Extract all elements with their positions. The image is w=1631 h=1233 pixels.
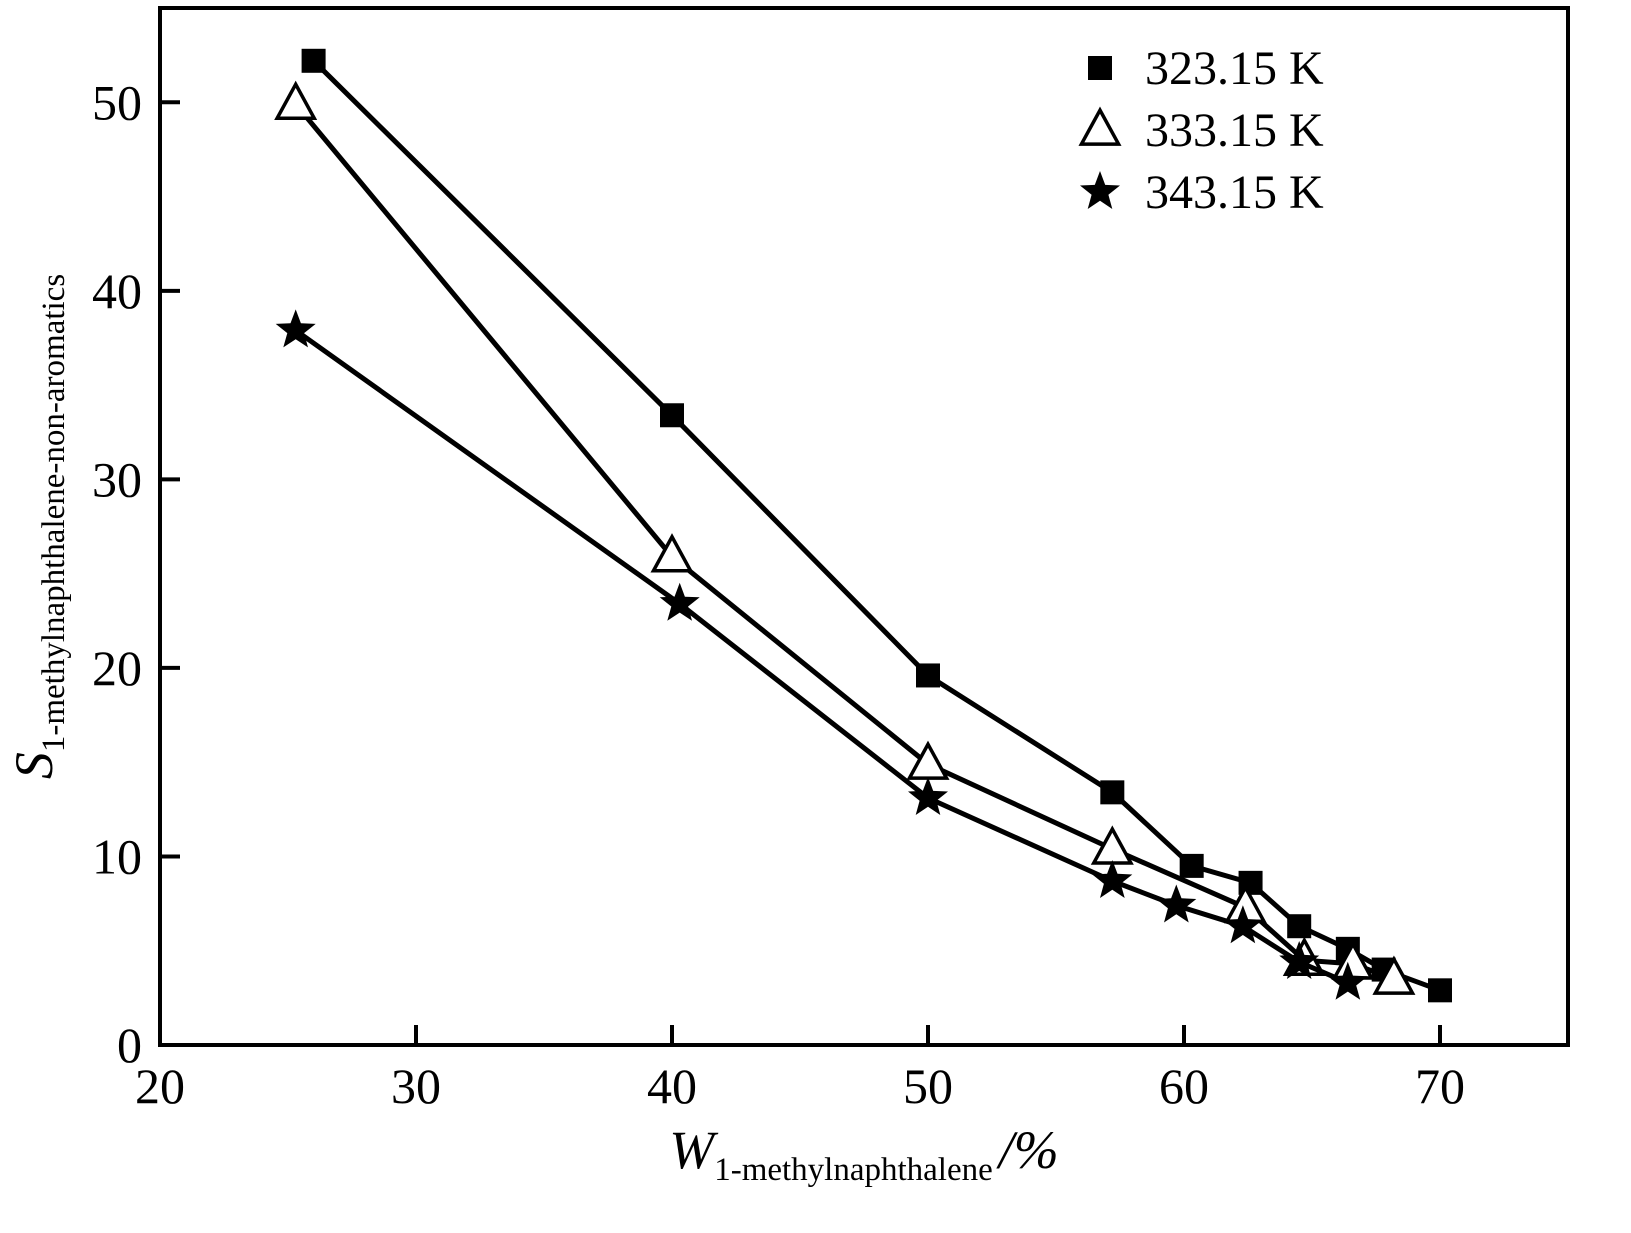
- marker-square-filled-point: [301, 48, 326, 73]
- marker-square-filled-legend: [1088, 56, 1112, 80]
- marker-triangle-open-point: [1090, 825, 1134, 865]
- legend-item-343.15-K: 343.15 K: [1080, 166, 1324, 219]
- marker-triangle-open-point: [650, 533, 694, 573]
- x-tick-label: 40: [647, 1058, 697, 1114]
- marker-square-filled-point: [1287, 914, 1312, 939]
- marker-triangle-open-point: [906, 740, 950, 780]
- x-axis-label: W1-methylnaphthalene/%: [669, 1120, 1059, 1188]
- marker-triangle-open-point: [1372, 955, 1416, 995]
- marker-star-filled-point: [1156, 884, 1197, 923]
- x-tick-label: 70: [1415, 1058, 1465, 1114]
- y-tick-label: 10: [92, 828, 142, 884]
- marker-square-filled-point: [916, 663, 940, 688]
- y-tick-label: 30: [92, 451, 142, 507]
- y-tick-label: 20: [92, 640, 142, 696]
- legend-label: 343.15 K: [1145, 166, 1324, 219]
- legend-label: 323.15 K: [1145, 42, 1324, 95]
- x-tick-label: 20: [135, 1058, 185, 1114]
- marker-star-filled-point: [1092, 860, 1133, 898]
- marker-star-filled-point: [659, 582, 700, 621]
- legend-item-323.15-K: 323.15 K: [1088, 42, 1324, 95]
- y-axis-label: S1-methylnaphthalene-non-aromatics: [4, 274, 72, 779]
- y-axis-ticks: 0 10 20 30 40 50: [92, 74, 180, 1073]
- y-tick-label: 40: [92, 263, 142, 319]
- marker-square-filled-point: [1179, 853, 1204, 878]
- marker-triangle-open-point: [274, 80, 318, 120]
- marker-square-filled-point: [1100, 780, 1125, 805]
- x-tick-label: 50: [903, 1058, 953, 1114]
- marker-square-filled-point: [660, 403, 684, 428]
- series-333.15-K: [274, 80, 1416, 995]
- series-line: [293, 102, 1395, 982]
- legend: 323.15 K 333.15 K 343.15 K: [1078, 42, 1324, 219]
- marker-star-filled-point: [1327, 961, 1368, 1000]
- series-line: [311, 59, 1441, 993]
- marker-star-filled-point: [1222, 905, 1263, 944]
- legend-label: 333.15 K: [1145, 104, 1324, 157]
- y-tick-label: 0: [117, 1017, 142, 1073]
- marker-square-filled-point: [1428, 978, 1452, 1003]
- marker-star-filled-point: [908, 777, 948, 815]
- x-tick-label: 60: [1159, 1058, 1209, 1114]
- legend-item-333.15-K: 333.15 K: [1078, 104, 1324, 157]
- y-tick-label: 50: [92, 74, 142, 130]
- series-343.15-K: [275, 309, 1368, 1000]
- marker-star-filled-legend: [1080, 171, 1120, 209]
- marker-triangle-open-legend: [1078, 106, 1122, 146]
- axis-frame: [158, 6, 1570, 1047]
- marker-star-filled-point: [1279, 941, 1320, 979]
- marker-star-filled-point: [275, 309, 316, 348]
- x-tick-label: 30: [391, 1058, 441, 1114]
- x-axis-ticks: 20 30 40 50 60 70: [135, 1025, 1465, 1114]
